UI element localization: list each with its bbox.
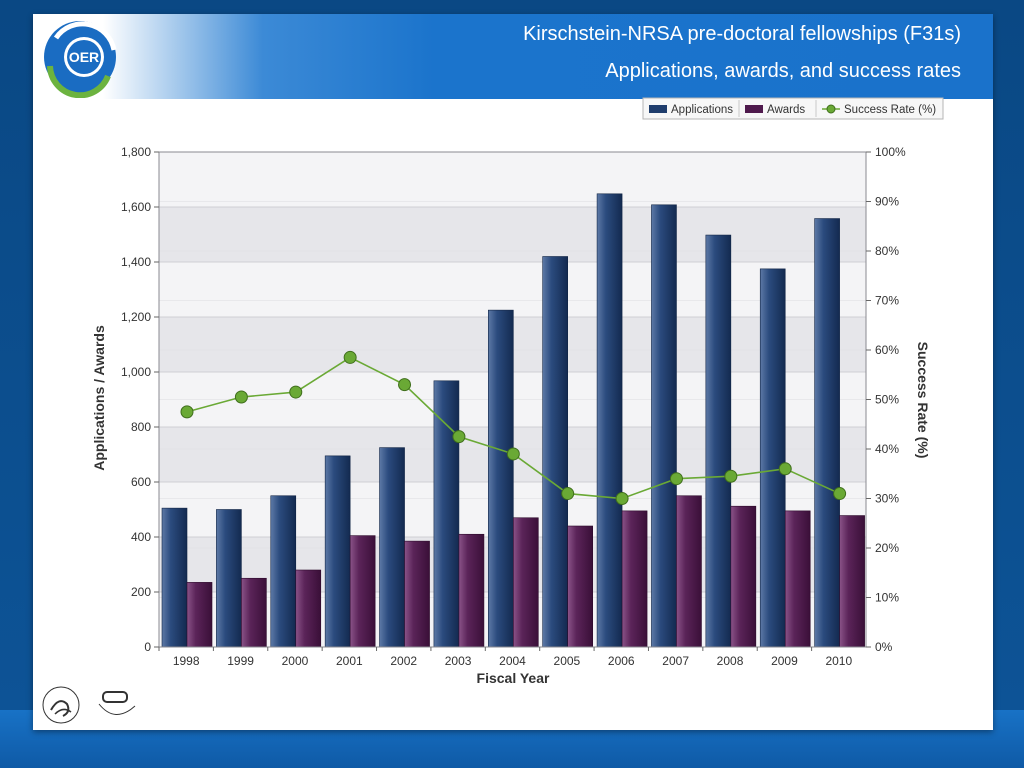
bar-applications-2002 xyxy=(379,447,405,648)
y2-tick-label: 20% xyxy=(875,541,899,555)
y-tick-label: 1,600 xyxy=(121,200,151,214)
bar-awards-2006 xyxy=(621,510,648,648)
bar-awards-1998 xyxy=(186,582,213,648)
y-tick-label: 400 xyxy=(131,530,151,544)
bar-awards-2010 xyxy=(839,515,865,648)
bar-awards-2007 xyxy=(676,495,702,648)
bar-awards-2000 xyxy=(295,569,322,648)
point-success-rate-2005 xyxy=(561,487,575,501)
x-tick-label: 1999 xyxy=(227,654,254,668)
slide: OER Kirschstein-NRSA pre-doctoral fellow… xyxy=(33,14,993,730)
point-success-rate-2008 xyxy=(724,469,738,483)
axes: 0 200 400 600 800 1,000 1,200 1,400 1,600 1,800 0%… xyxy=(121,145,906,668)
bar-applications-2000 xyxy=(270,495,297,648)
legend: Applications Awards Success Rate (%) xyxy=(642,97,944,120)
y-tick-label: 200 xyxy=(131,585,151,599)
point-success-rate-2007 xyxy=(669,472,683,486)
axis-titles: Fiscal Year Applications / Awards Succes… xyxy=(91,325,931,686)
x-tick-label: 2009 xyxy=(771,654,798,668)
point-success-rate-2004 xyxy=(506,447,520,461)
oer-logo-icon: OER xyxy=(44,21,117,98)
success-rate-line-layer xyxy=(180,350,847,505)
y2-tick-label: 80% xyxy=(875,244,899,258)
y2-tick-label: 10% xyxy=(875,591,899,605)
logo-text: OER xyxy=(69,49,99,65)
bar-applications-2006 xyxy=(596,193,623,648)
page-subtitle: Applications, awards, and success rates xyxy=(605,60,961,82)
y2-tick-label: 90% xyxy=(875,195,899,209)
x-tick-label: 2004 xyxy=(499,654,526,668)
x-tick-label: 2010 xyxy=(825,654,852,668)
y-tick-label: 0 xyxy=(144,640,151,654)
bar-applications-2003 xyxy=(433,380,460,648)
bar-applications-2010 xyxy=(814,218,840,648)
bar-awards-2005 xyxy=(567,525,593,648)
bar-applications-2007 xyxy=(651,204,677,648)
point-success-rate-1999 xyxy=(234,390,248,404)
bar-awards-2008 xyxy=(730,505,757,648)
x-tick-label: 2005 xyxy=(554,654,581,668)
y-tick-label: 1,200 xyxy=(121,310,151,324)
legend-swatch-success-rate xyxy=(826,104,836,114)
bar-awards-2002 xyxy=(404,540,430,648)
bar-awards-2001 xyxy=(349,535,376,648)
y2-tick-label: 60% xyxy=(875,343,899,357)
y-tick-label: 800 xyxy=(131,420,151,434)
x-tick-label: 1998 xyxy=(173,654,200,668)
y2-tick-label: 40% xyxy=(875,442,899,456)
point-success-rate-2006 xyxy=(615,492,629,505)
point-success-rate-2001 xyxy=(343,350,357,364)
legend-swatch-awards xyxy=(745,105,763,113)
y-tick-label: 1,000 xyxy=(121,365,151,379)
x-tick-label: 2007 xyxy=(662,654,689,668)
legend-label: Success Rate (%) xyxy=(844,104,936,116)
point-success-rate-2003 xyxy=(452,430,466,444)
y2-tick-label: 50% xyxy=(875,393,899,407)
bar-applications-2005 xyxy=(542,256,568,648)
x-tick-label: 2001 xyxy=(336,654,363,668)
x-axis-title: Fiscal Year xyxy=(477,670,550,686)
bar-applications-2001 xyxy=(324,455,351,648)
x-tick-label: 2000 xyxy=(282,654,309,668)
bar-awards-2003 xyxy=(458,533,485,648)
y2-tick-label: 0% xyxy=(875,640,893,654)
y2-tick-label: 30% xyxy=(875,492,899,506)
point-success-rate-2000 xyxy=(289,385,303,399)
hhs-nih-seal-icon xyxy=(42,686,136,724)
y2-tick-label: 70% xyxy=(875,294,899,308)
x-tick-label: 2002 xyxy=(390,654,417,668)
legend-box xyxy=(642,97,944,120)
bar-applications-1999 xyxy=(216,509,242,648)
x-tick-label: 2006 xyxy=(608,654,635,668)
y2-axis-title: Success Rate (%) xyxy=(915,342,931,459)
plot-band xyxy=(159,207,866,262)
bar-applications-2009 xyxy=(759,268,786,648)
bar-applications-2004 xyxy=(488,309,514,648)
x-tick-label: 2008 xyxy=(717,654,744,668)
y-tick-label: 600 xyxy=(131,475,151,489)
y-tick-label: 1,400 xyxy=(121,255,151,269)
point-success-rate-1998 xyxy=(180,405,194,419)
point-success-rate-2002 xyxy=(398,378,412,392)
legend-label: Awards xyxy=(767,104,805,116)
point-success-rate-2009 xyxy=(778,462,792,476)
bar-awards-1999 xyxy=(241,577,267,648)
y-axis-title: Applications / Awards xyxy=(91,325,107,471)
title-banner: OER Kirschstein-NRSA pre-doctoral fellow… xyxy=(33,14,993,99)
chart: 0 200 400 600 800 1,000 1,200 1,400 1,600 1,800 0%… xyxy=(91,97,944,686)
page-title: Kirschstein-NRSA pre-doctoral fellowship… xyxy=(523,23,961,45)
y-tick-label: 1,800 xyxy=(121,145,151,159)
bar-awards-2009 xyxy=(784,510,811,648)
y2-tick-label: 100% xyxy=(875,145,906,159)
legend-swatch-applications xyxy=(649,105,667,113)
bar-applications-2008 xyxy=(705,234,732,648)
legend-label: Applications xyxy=(671,104,733,116)
bar-applications-1998 xyxy=(161,507,188,648)
x-tick-label: 2003 xyxy=(445,654,472,668)
bars xyxy=(161,193,865,648)
bar-awards-2004 xyxy=(513,517,539,648)
point-success-rate-2010 xyxy=(833,487,847,501)
